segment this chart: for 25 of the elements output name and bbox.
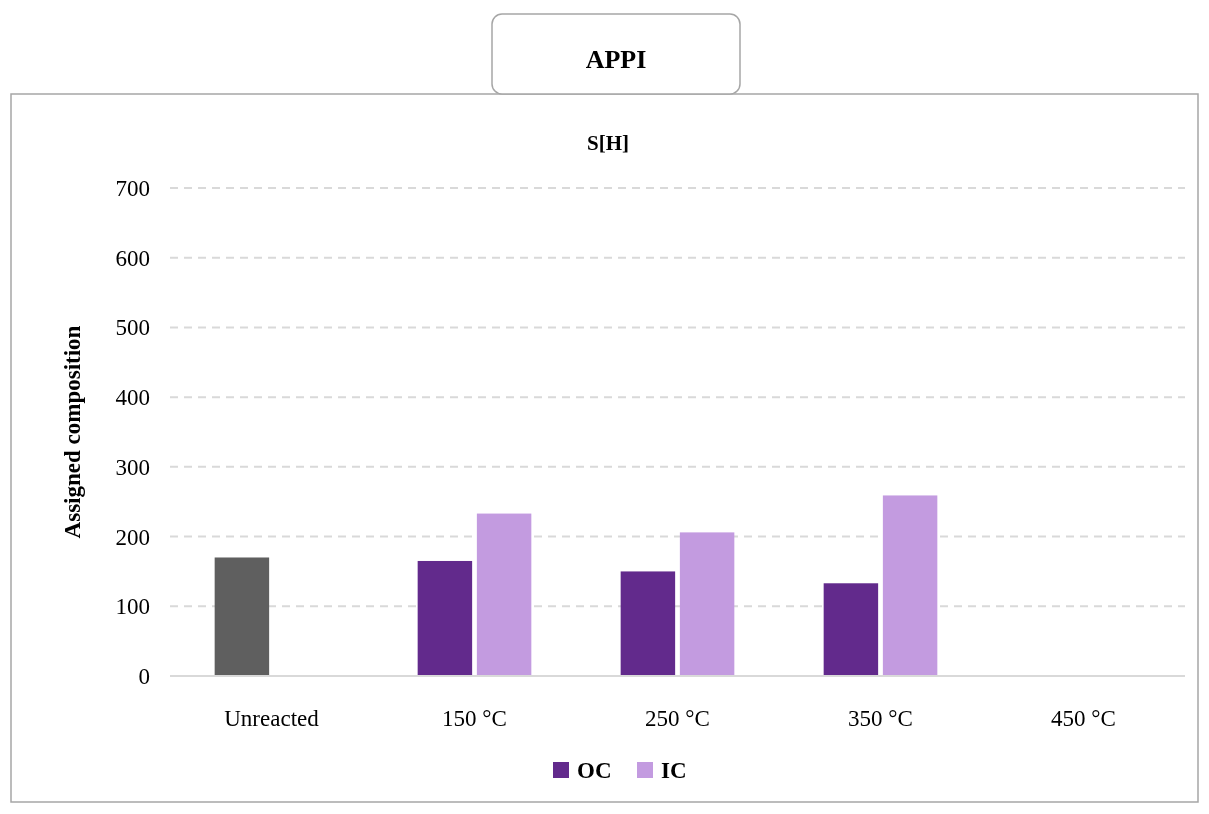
bar [214,557,270,676]
chart-subtitle: S[H] [587,131,629,155]
y-tick-label: 0 [138,664,150,690]
bar [620,571,676,676]
bar [823,583,879,676]
y-tick-label: 700 [115,176,150,202]
y-tick-label: 500 [115,315,150,341]
bar [882,495,938,676]
bar [476,513,532,676]
y-tick-label: 600 [115,245,150,271]
x-tick-label: 250 °C [645,706,710,731]
y-tick-label: 200 [115,524,150,550]
y-tick-label: 400 [115,385,150,411]
legend-label: IC [661,758,687,783]
x-tick-label: Unreacted [224,706,320,731]
y-axis-title: Assigned composition [60,325,85,539]
chart-title: APPI [585,45,647,74]
y-tick-label: 300 [115,454,150,480]
x-tick-label: 150 °C [442,706,507,731]
x-tick-label: 350 °C [848,706,913,731]
bar [417,560,473,676]
legend-label: OC [577,758,612,783]
bar [679,532,735,676]
y-tick-label: 100 [115,594,150,620]
x-tick-label: 450 °C [1051,706,1116,731]
